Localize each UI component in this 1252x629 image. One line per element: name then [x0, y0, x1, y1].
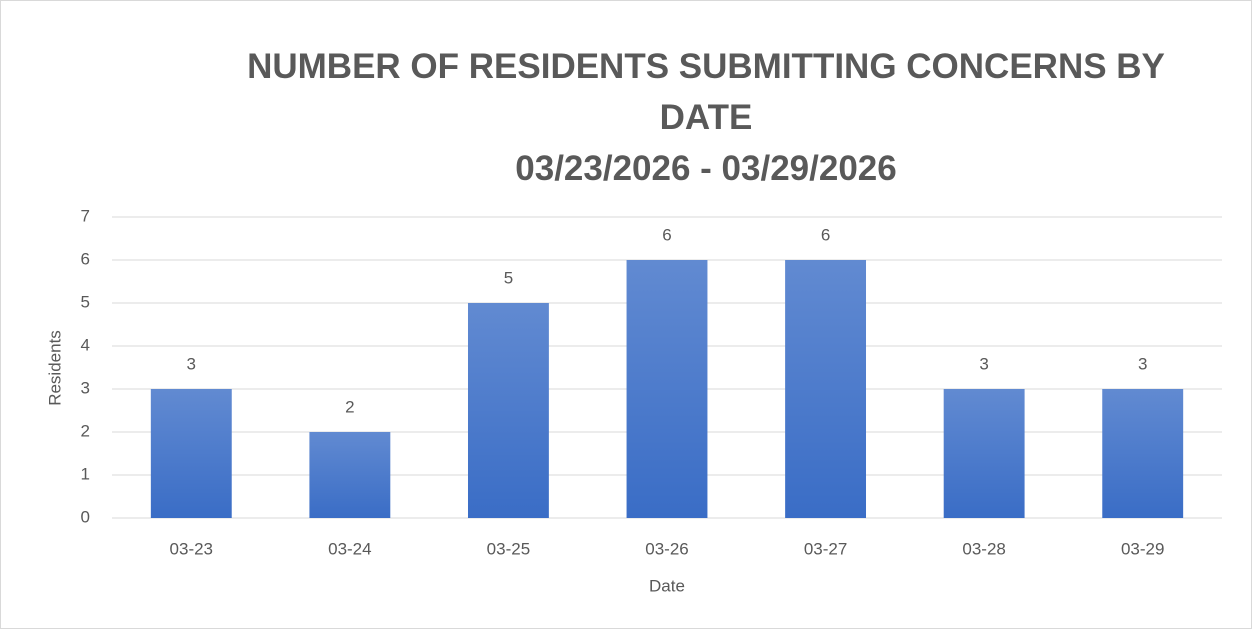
- y-tick-label: 3: [81, 378, 90, 397]
- x-tick-label: 03-24: [328, 539, 371, 558]
- y-tick-label: 5: [81, 292, 90, 311]
- y-tick-label: 7: [81, 206, 90, 225]
- y-tick-label: 4: [81, 335, 90, 354]
- x-axis-label: Date: [649, 576, 685, 595]
- y-tick-label: 1: [81, 464, 90, 483]
- chart-title: NUMBER OF RESIDENTS SUBMITTING CONCERNS …: [247, 47, 1165, 137]
- data-label: 3: [187, 354, 196, 373]
- y-axis-label: Residents: [45, 330, 64, 406]
- data-label: 6: [821, 225, 830, 244]
- data-label: 3: [979, 354, 988, 373]
- titles: NUMBER OF RESIDENTS SUBMITTING CONCERNS …: [226, 41, 1186, 194]
- x-tick-label: 03-27: [804, 539, 847, 558]
- bar: [467, 303, 549, 518]
- data-label: 6: [662, 225, 671, 244]
- data-label: 2: [345, 397, 354, 416]
- data-label: 5: [504, 268, 513, 287]
- bar: [626, 260, 708, 518]
- bar: [150, 389, 232, 518]
- bar: [943, 389, 1025, 518]
- chart-subtitle: 03/23/2026 - 03/29/2026: [515, 149, 897, 188]
- x-tick-label: 03-29: [1121, 539, 1164, 558]
- bar: [785, 260, 867, 518]
- x-tick-label: 03-26: [645, 539, 688, 558]
- y-tick-label: 2: [81, 421, 90, 440]
- y-tick-label: 6: [81, 249, 90, 268]
- y-tick-label: 0: [81, 507, 90, 526]
- x-tick-label: 03-23: [170, 539, 213, 558]
- data-label: 3: [1138, 354, 1147, 373]
- x-tick-label: 03-25: [487, 539, 530, 558]
- x-tick-label: 03-28: [962, 539, 1005, 558]
- bar: [309, 432, 391, 518]
- bar: [1102, 389, 1184, 518]
